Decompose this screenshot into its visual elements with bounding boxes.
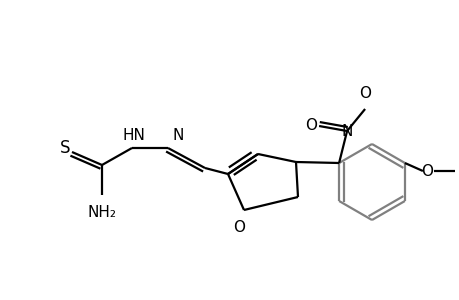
Text: S: S (60, 139, 70, 157)
Text: O: O (420, 164, 432, 178)
Text: O: O (358, 86, 370, 101)
Text: O: O (233, 220, 245, 235)
Text: N: N (341, 124, 352, 139)
Text: O: O (304, 118, 316, 134)
Text: N: N (173, 128, 184, 143)
Text: NH₂: NH₂ (87, 205, 116, 220)
Text: HN: HN (122, 128, 145, 143)
